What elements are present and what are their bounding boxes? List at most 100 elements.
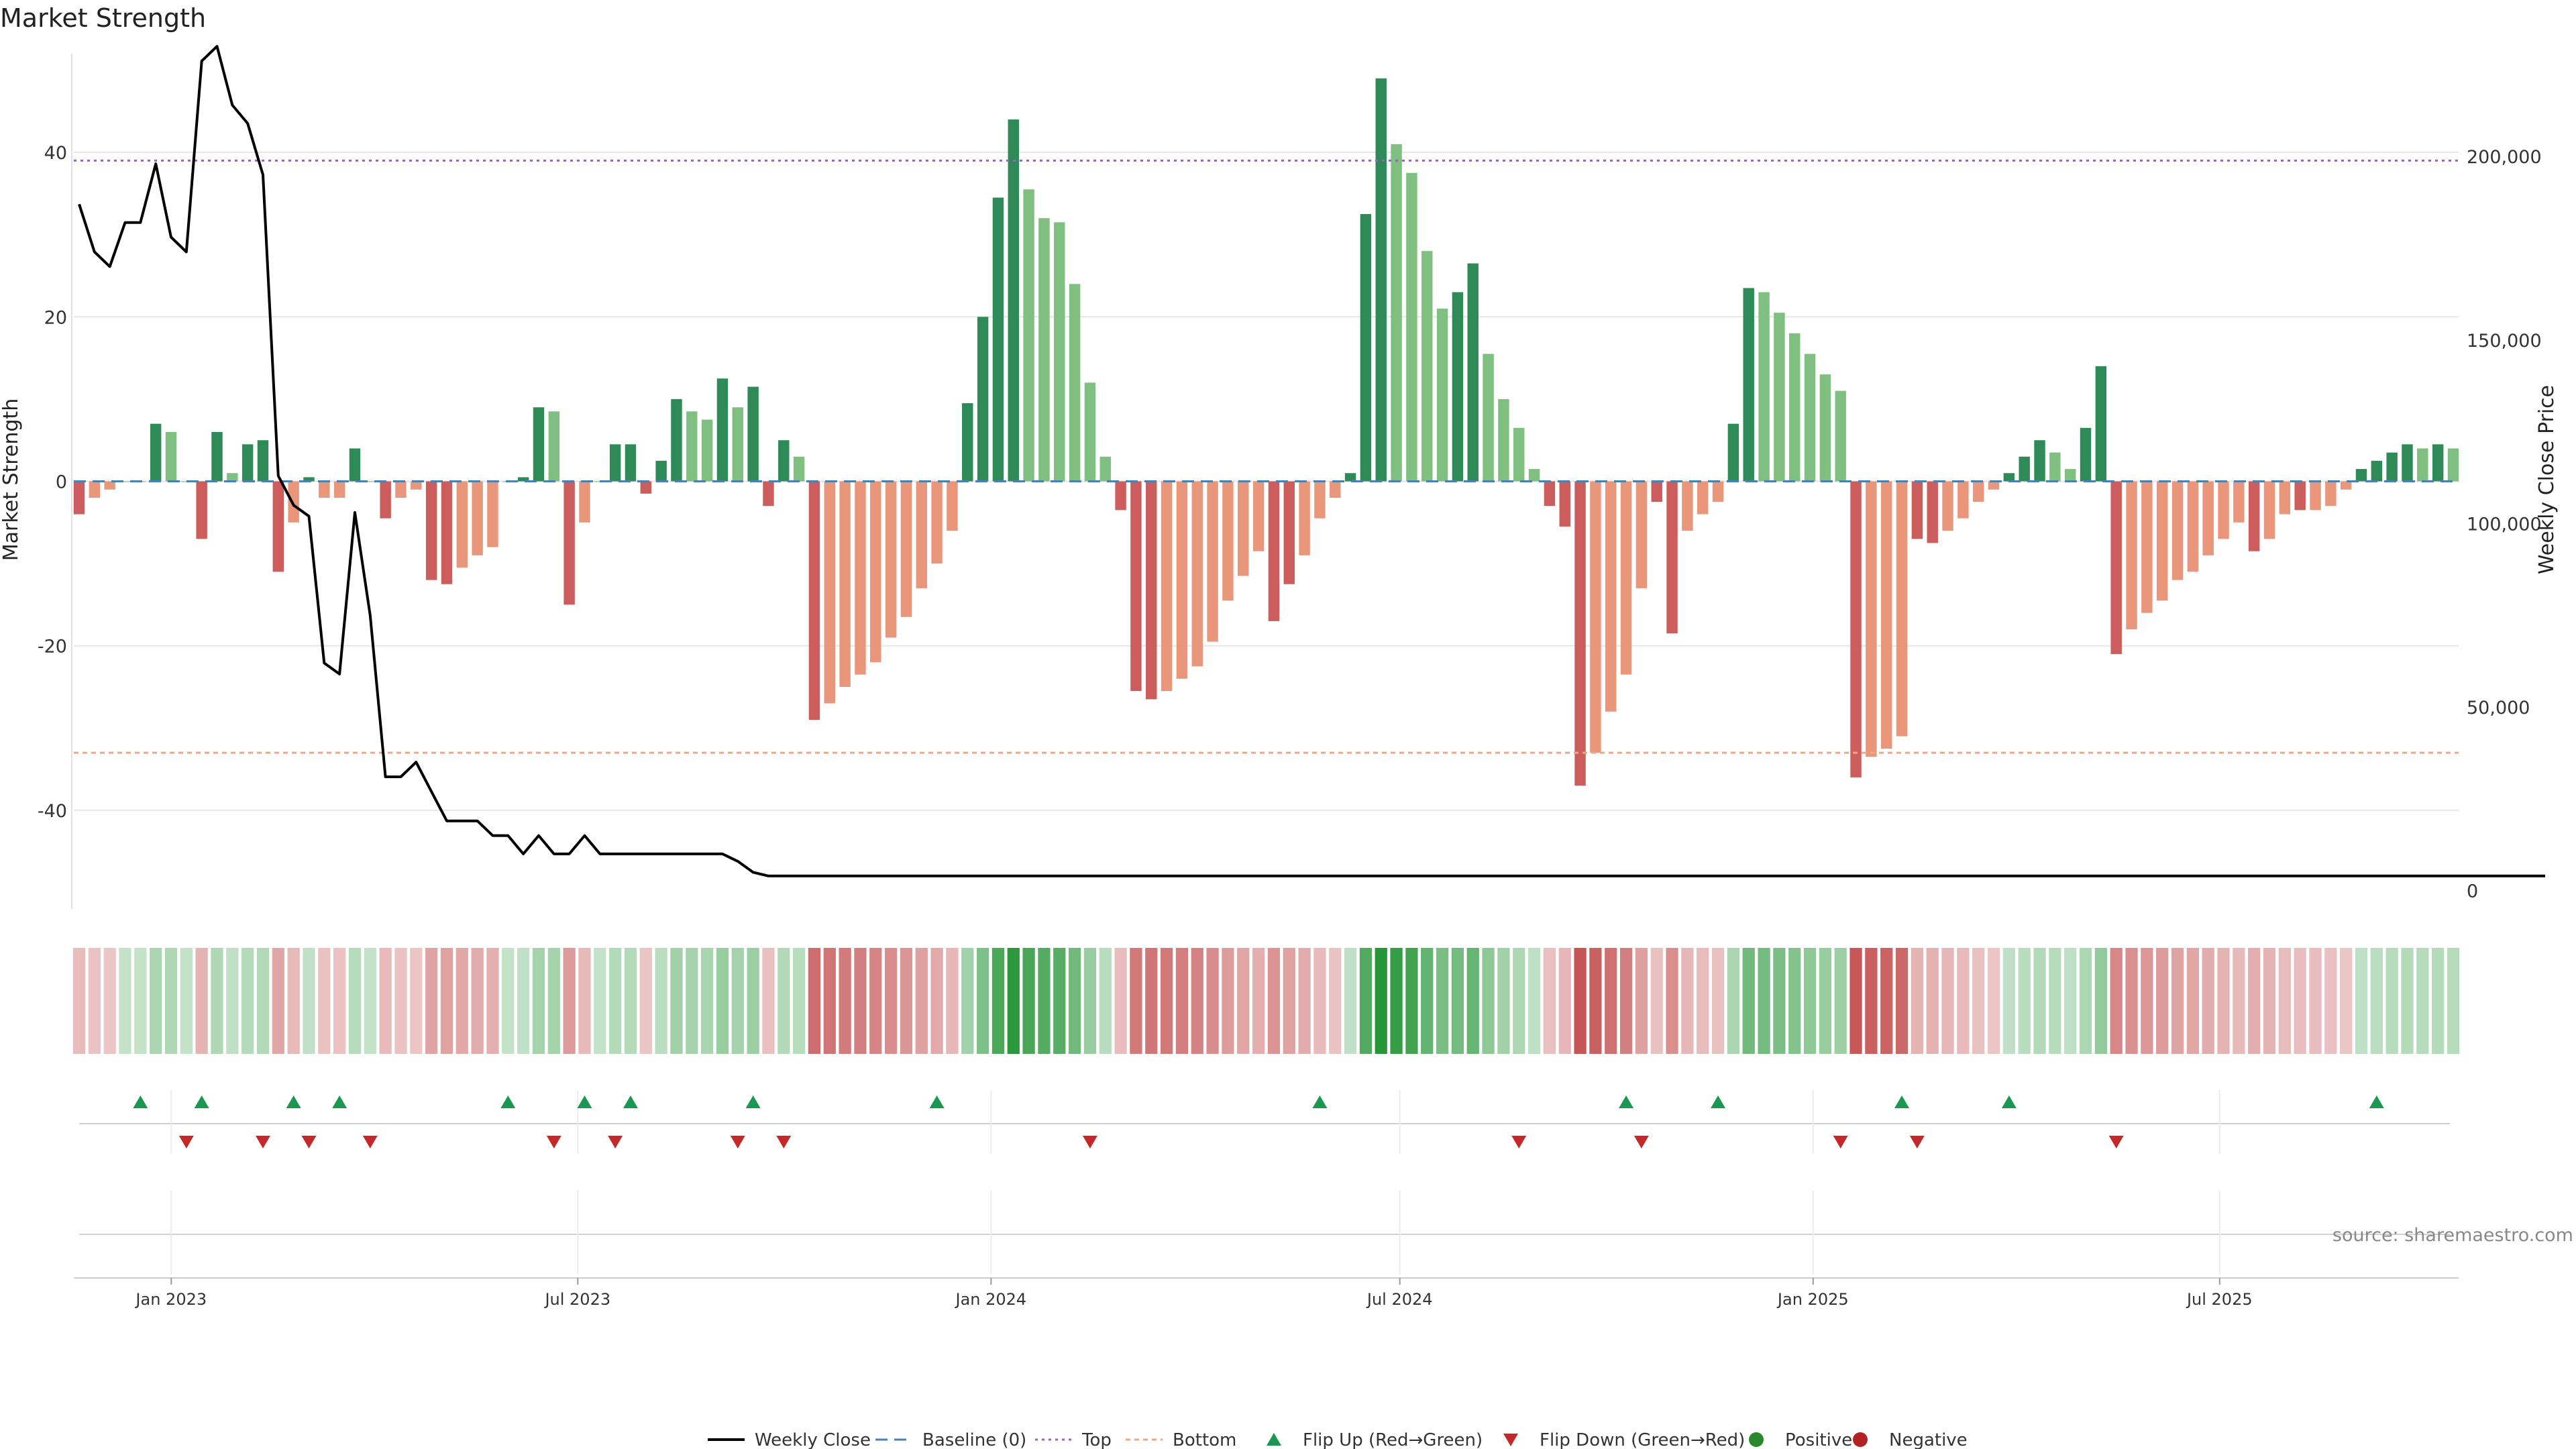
heat-cell: [2248, 948, 2261, 1054]
strength-bar: [1972, 481, 1984, 502]
heat-cell: [655, 948, 667, 1054]
strength-bar: [1528, 469, 1540, 482]
strength-bar: [2080, 427, 2092, 482]
heat-cell: [1697, 948, 1709, 1054]
strength-bar: [241, 444, 254, 482]
strength-bar: [2171, 481, 2184, 580]
flip-down-marker: [546, 1136, 561, 1148]
strength-bar: [1743, 288, 1754, 482]
heat-cell: [517, 948, 530, 1054]
heat-cell: [1543, 948, 1556, 1054]
strength-bar: [1391, 144, 1402, 482]
strength-bar: [1666, 481, 1678, 634]
heat-cell: [532, 948, 545, 1054]
heat-cell: [563, 948, 576, 1054]
heat-cell: [379, 948, 392, 1054]
heat-cell: [1083, 948, 1097, 1054]
heat-cell: [1650, 948, 1663, 1054]
heat-cell: [1666, 948, 1678, 1054]
heat-cell: [747, 948, 759, 1054]
heat-cell: [1941, 948, 1954, 1054]
heat-cell: [1114, 948, 1127, 1054]
legend-item: Bottom: [1126, 1430, 1236, 1449]
heat-cell: [1436, 948, 1449, 1054]
strength-bar: [1146, 481, 1157, 700]
heat-cell: [2370, 948, 2383, 1054]
legend-swatch-positive: [1749, 1432, 1764, 1447]
flip-up-marker: [929, 1095, 945, 1108]
strength-bar: [1069, 284, 1081, 482]
flip-up-marker: [577, 1095, 592, 1108]
heat-cell: [425, 948, 438, 1054]
strength-bar: [839, 481, 851, 687]
strength-bar: [517, 477, 529, 482]
legend-item: Negative: [1853, 1430, 1968, 1449]
flip-down-marker: [1909, 1136, 1925, 1148]
strength-bar: [1207, 481, 1218, 642]
x-tick-label: Jul 2024: [1366, 1290, 1433, 1309]
heat-cell: [1145, 948, 1158, 1054]
strength-bar: [962, 403, 973, 482]
legend-label: Flip Up (Red→Green): [1303, 1430, 1483, 1449]
heat-cell: [1099, 948, 1112, 1054]
heat-cell: [700, 948, 714, 1054]
y2-tick-label: 200,000: [2467, 147, 2542, 168]
heat-cell: [1375, 948, 1387, 1054]
legend-item: Positive: [1749, 1430, 1852, 1449]
heat-cell: [2340, 948, 2353, 1054]
flip-up-marker: [194, 1095, 209, 1108]
strength-bar: [441, 481, 453, 584]
heat-cell: [915, 948, 928, 1054]
heat-cell: [471, 948, 484, 1054]
flip-down-marker: [178, 1136, 194, 1148]
flip-up-marker: [1619, 1095, 1634, 1108]
heat-cell: [1053, 948, 1066, 1054]
heat-cell: [1513, 948, 1525, 1054]
strength-bar: [2034, 440, 2045, 482]
strength-bar: [1191, 481, 1203, 667]
heat-cell: [256, 948, 270, 1054]
heat-cell: [195, 948, 208, 1054]
heat-cell: [839, 948, 851, 1054]
flip-up-marker: [286, 1095, 301, 1108]
strength-bar: [2126, 481, 2137, 630]
strength-bar: [104, 481, 115, 490]
strength-bar: [411, 481, 422, 490]
heat-cell: [333, 948, 346, 1054]
heat-cell: [2018, 948, 2031, 1054]
x-tick-label: Jan 2024: [954, 1290, 1026, 1309]
strength-bars: [73, 78, 2459, 786]
heat-cell: [1022, 948, 1035, 1054]
heat-cell: [1635, 948, 1648, 1054]
flip-down-marker: [608, 1136, 623, 1148]
strength-bar: [1635, 481, 1648, 588]
strength-bar: [425, 481, 437, 580]
strength-bar: [2218, 481, 2229, 539]
heat-cell: [686, 948, 698, 1054]
strength-bar: [1421, 251, 1433, 482]
heat-cell: [1957, 948, 1970, 1054]
strength-bar: [1513, 427, 1525, 482]
heat-cell: [394, 948, 407, 1054]
strength-bar: [763, 481, 774, 506]
strength-bar: [977, 317, 989, 482]
weekly-close-layer: [78, 45, 2545, 877]
strength-bar: [1819, 374, 1831, 482]
strength-bar: [701, 419, 713, 482]
strength-bar: [1176, 481, 1188, 679]
legend-label: Baseline (0): [922, 1430, 1026, 1449]
strength-bar: [1697, 481, 1709, 515]
heat-cell: [211, 948, 223, 1054]
strength-bar: [548, 411, 560, 482]
strength-bar: [1314, 481, 1326, 519]
flip-up-marker: [1312, 1095, 1328, 1108]
strength-bar: [2095, 366, 2107, 482]
y2-tick-label: 100,000: [2467, 514, 2542, 535]
heat-cell: [1865, 948, 1878, 1054]
heat-cell: [1329, 948, 1342, 1054]
legend-label: Top: [1081, 1430, 1112, 1449]
heat-cell: [1252, 948, 1265, 1054]
strength-bar: [900, 481, 912, 617]
strength-bar: [2417, 448, 2428, 482]
heat-cell: [1788, 948, 1801, 1054]
